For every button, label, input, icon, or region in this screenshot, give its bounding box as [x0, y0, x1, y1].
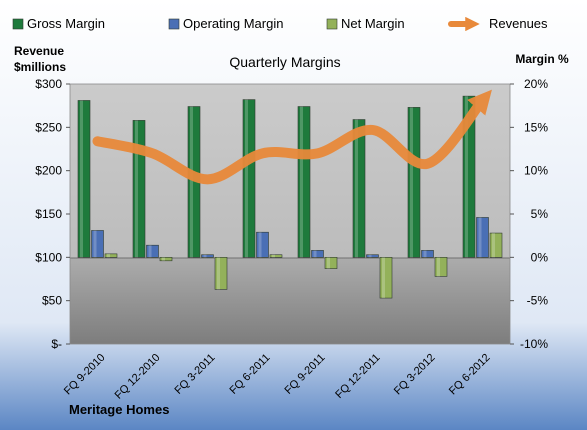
bar-highlight	[313, 250, 317, 258]
bar-highlight	[80, 100, 83, 258]
left-tick-label: $250	[35, 120, 62, 134]
bar-gross-margin-fq-12-2010	[132, 120, 146, 258]
bar-highlight	[382, 257, 385, 299]
legend-label-gross-margin: Gross Margin	[27, 16, 105, 31]
right-tick-label: 10%	[524, 164, 548, 178]
bar-highlight	[355, 119, 358, 258]
left-tick-label: $100	[35, 250, 62, 264]
right-tick-label: -10%	[520, 337, 548, 351]
chart-title: Quarterly Margins	[229, 54, 340, 70]
bar-highlight	[93, 230, 97, 258]
left-tick-label: $200	[35, 164, 62, 178]
bars	[77, 95, 503, 299]
right-tick-label: 15%	[524, 120, 548, 134]
bar-highlight	[135, 120, 138, 258]
right-axis-ticks: -10% -5% 0% 5% 10% 15% 20%	[510, 77, 548, 351]
bar-net-margin-fq-3-2011	[214, 257, 228, 290]
bar-net-margin-fq-9-2010	[104, 253, 118, 258]
bar-highlight	[107, 253, 110, 258]
bar-highlight	[437, 257, 440, 277]
bar-operating-margin-fq-6-2011	[256, 231, 269, 258]
bar-highlight	[478, 217, 482, 258]
bar-gross-margin-fq-12-2011	[352, 119, 366, 258]
bar-net-margin-fq-6-2012	[489, 232, 503, 258]
left-axis-label-line2: $millions	[14, 60, 66, 74]
bar-operating-margin-fq-6-2012	[476, 217, 489, 258]
bar-net-margin-fq-12-2011	[379, 257, 393, 299]
bar-highlight	[190, 106, 193, 258]
bar-highlight	[148, 245, 152, 258]
bar-highlight	[245, 99, 248, 258]
left-tick-label: $50	[42, 294, 62, 308]
bar-highlight	[327, 257, 330, 269]
bar-gross-margin-fq-3-2012	[407, 107, 421, 258]
company-label: Meritage Homes	[69, 402, 169, 417]
right-tick-label: 5%	[531, 207, 549, 221]
bar-operating-margin-fq-3-2012	[421, 250, 434, 258]
bar-highlight	[272, 254, 275, 258]
right-tick-label: 0%	[531, 250, 549, 264]
legend-swatch-operating-margin	[168, 18, 180, 30]
bar-operating-margin-fq-12-2011	[366, 254, 379, 258]
bar-highlight	[258, 232, 262, 258]
bar-highlight	[203, 254, 207, 258]
bar-operating-margin-fq-9-2011	[311, 250, 324, 258]
bar-highlight	[492, 233, 495, 258]
right-tick-label: -5%	[527, 294, 549, 308]
bar-net-margin-fq-12-2010	[159, 257, 173, 262]
bar-net-margin-fq-6-2011	[269, 254, 283, 258]
bar-highlight	[300, 106, 303, 258]
bar-highlight	[217, 257, 220, 290]
bar-operating-margin-fq-9-2010	[91, 230, 104, 258]
bar-gross-margin-fq-9-2011	[297, 106, 311, 258]
legend-swatch-gross-margin	[12, 18, 24, 30]
bar-net-margin-fq-9-2011	[324, 257, 338, 269]
bar-gross-margin-fq-9-2010	[77, 100, 91, 258]
legend-swatch-net-margin	[326, 18, 338, 30]
left-tick-label: $300	[35, 77, 62, 91]
left-tick-label: $-	[51, 337, 62, 351]
legend-label-net-margin: Net Margin	[341, 16, 405, 31]
bar-highlight	[465, 96, 468, 258]
legend-label-operating-margin: Operating Margin	[183, 16, 283, 31]
legend: Gross Margin Operating Margin Net Margin Re…	[12, 16, 548, 32]
bar-highlight	[162, 257, 165, 261]
bar-highlight	[368, 254, 372, 258]
legend-label-revenues: Revenues	[489, 16, 548, 31]
bar-highlight	[423, 250, 427, 258]
left-tick-label: $150	[35, 207, 62, 221]
right-tick-label: 20%	[524, 77, 548, 91]
bar-highlight	[410, 107, 413, 258]
bar-operating-margin-fq-12-2010	[146, 244, 159, 258]
bar-net-margin-fq-3-2012	[434, 257, 448, 277]
revenue-line	[92, 89, 492, 185]
revenue-line-group	[92, 89, 492, 185]
left-axis-label-line1: Revenue	[14, 44, 64, 58]
right-axis-label: Margin %	[515, 52, 569, 66]
left-axis-ticks: $- $50 $100 $150 $200 $250 $300	[35, 77, 70, 351]
bar-gross-margin-fq-6-2011	[242, 99, 256, 258]
bar-operating-margin-fq-3-2011	[201, 254, 214, 258]
